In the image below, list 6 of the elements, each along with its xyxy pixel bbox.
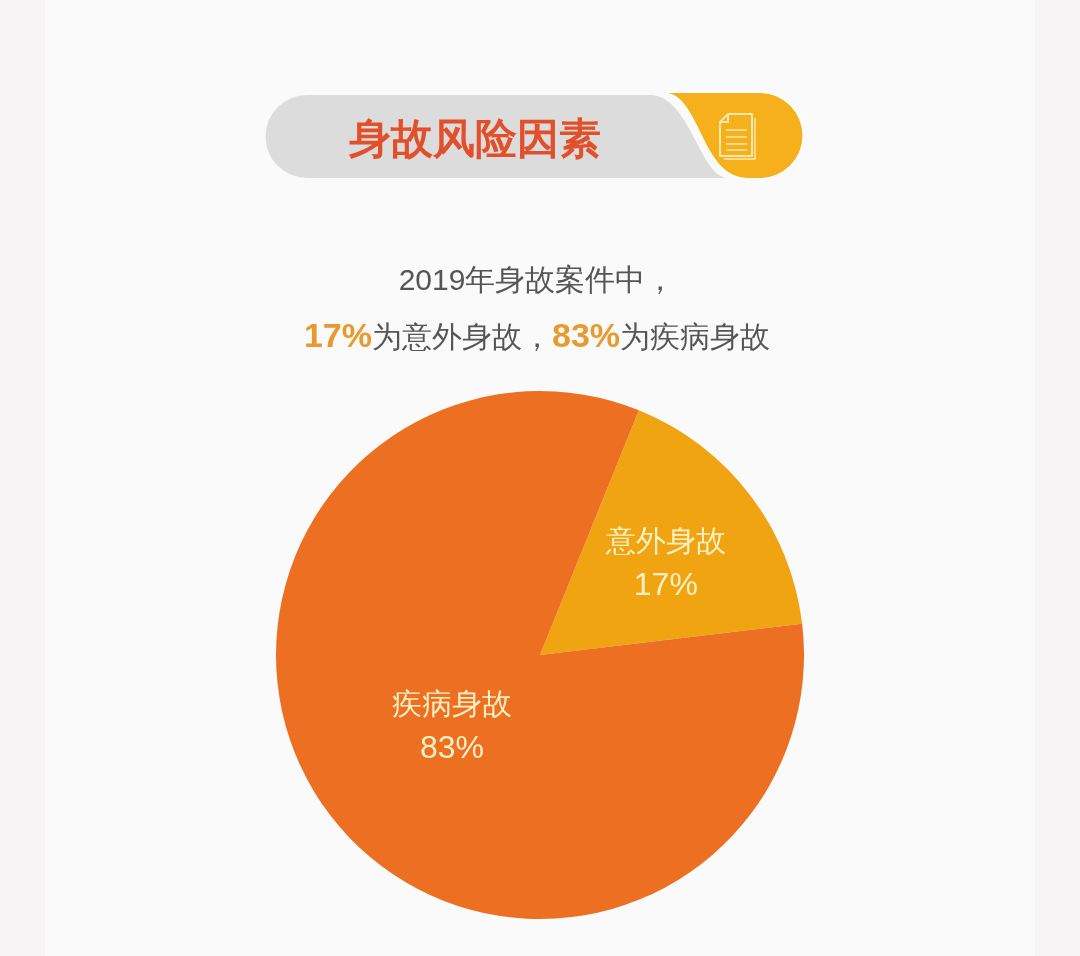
data-label: 83% xyxy=(419,729,484,766)
subtitle: 2019年身故案件中， 17%为意外身故，83%为疾病身故 xyxy=(303,263,771,354)
slice-label: 意外身故 xyxy=(604,523,726,557)
slice-label: 疾病身故 xyxy=(391,687,512,721)
title: 身故风险因素 xyxy=(349,115,601,162)
data-label: 17% xyxy=(633,565,698,602)
